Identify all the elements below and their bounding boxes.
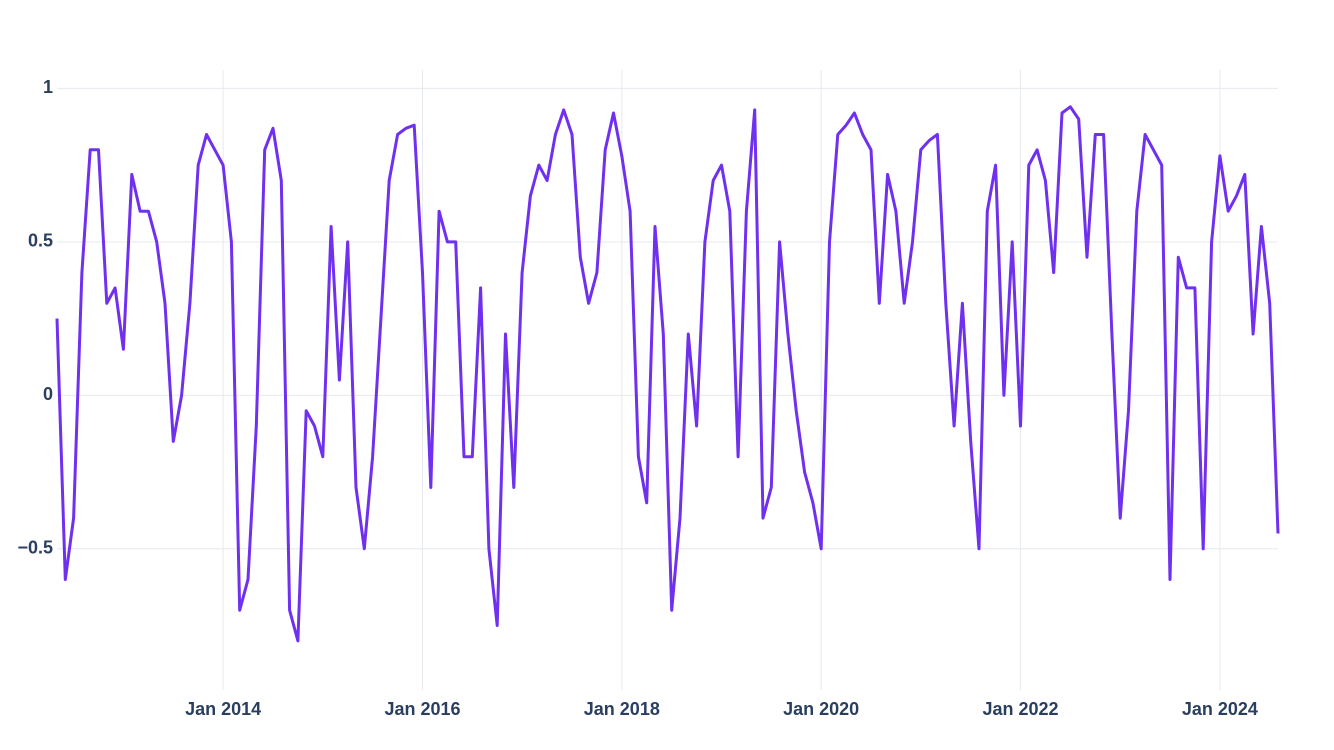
x-tick-label: Jan 2018 (584, 699, 660, 719)
x-tick-label: Jan 2020 (783, 699, 859, 719)
y-tick-label: 0 (43, 384, 53, 404)
y-tick-label: 1 (43, 77, 53, 97)
x-tick-label: Jan 2024 (1182, 699, 1258, 719)
data-line (55, 105, 1280, 643)
y-tick-label: −0.5 (17, 538, 53, 558)
y-tick-label: 0.5 (28, 231, 53, 251)
x-tick-label: Jan 2016 (384, 699, 460, 719)
x-tick-label: Jan 2022 (982, 699, 1058, 719)
x-tick-label: Jan 2014 (185, 699, 261, 719)
